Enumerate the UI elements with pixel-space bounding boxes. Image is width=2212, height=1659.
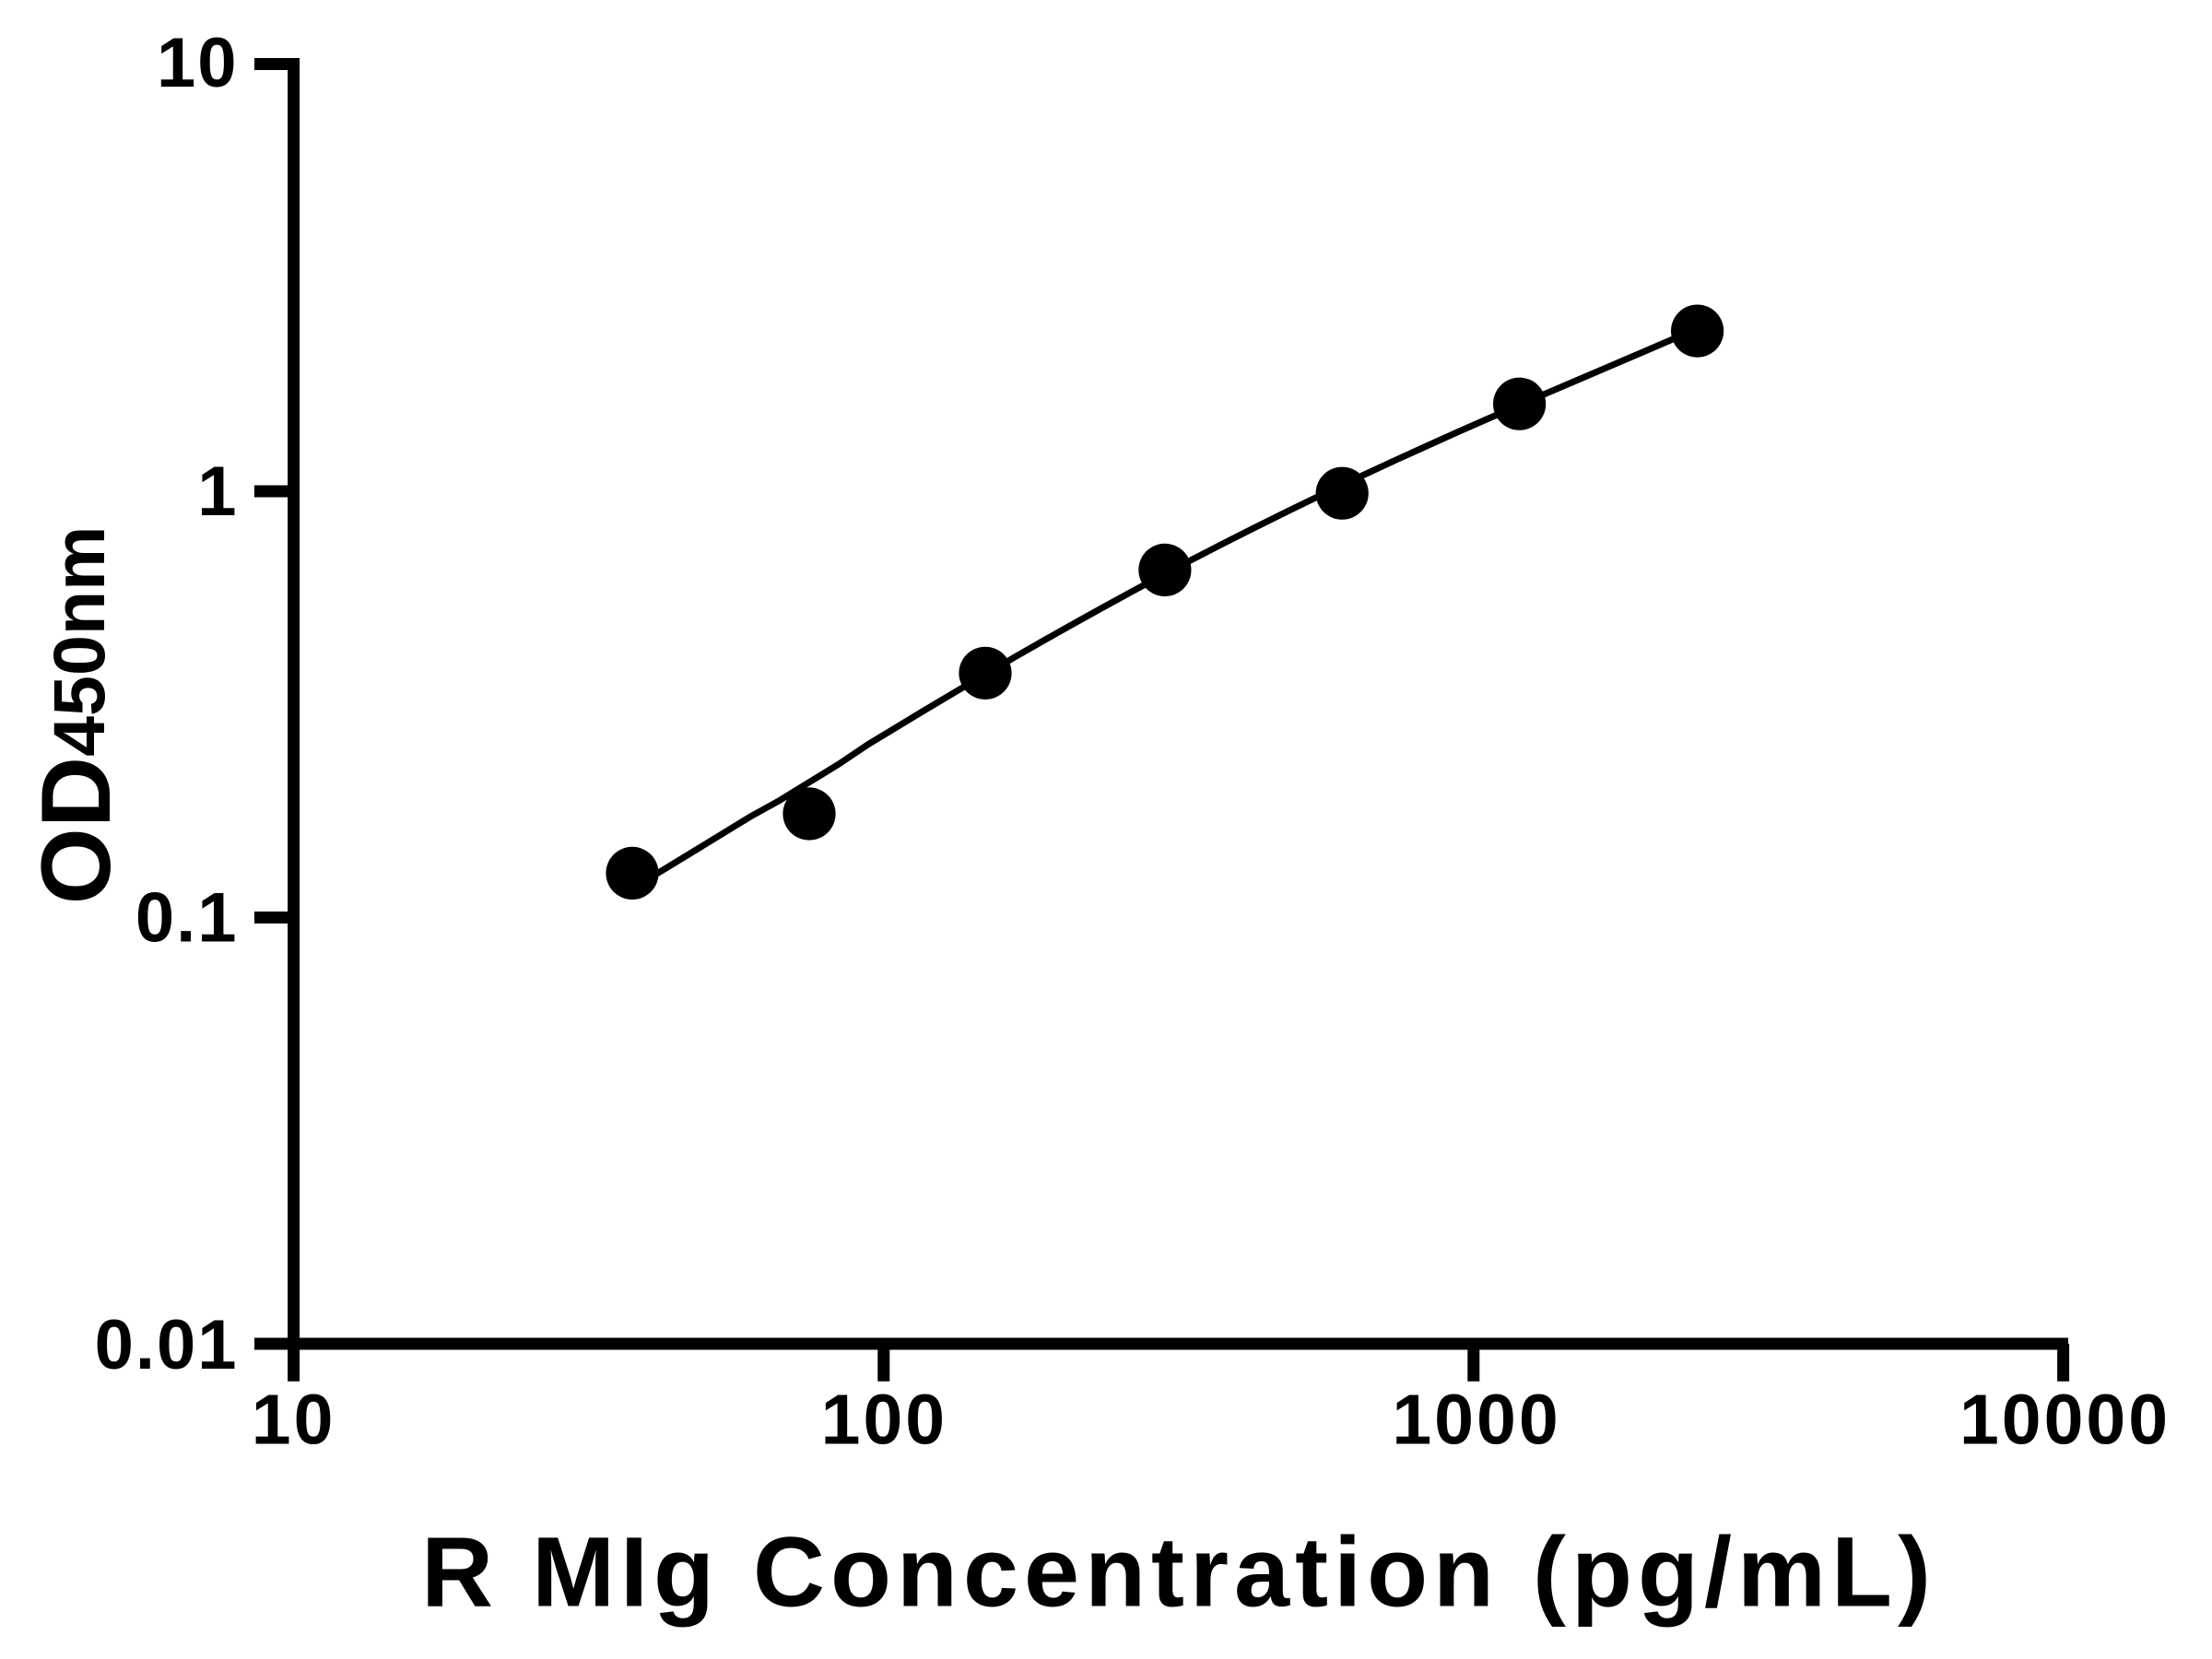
svg-text:10: 10 [252, 1381, 336, 1460]
svg-text:OD450nm: OD450nm [20, 526, 131, 905]
svg-text:1: 1 [197, 453, 238, 531]
svg-text:10: 10 [157, 24, 239, 102]
svg-text:0.1: 0.1 [135, 879, 239, 958]
svg-text:0.01: 0.01 [95, 1306, 239, 1384]
svg-text:10000: 10000 [1959, 1381, 2171, 1460]
svg-text:100: 100 [821, 1381, 947, 1460]
svg-text:1000: 1000 [1392, 1381, 1560, 1460]
svg-text:R MIg Concentration (pg/mL): R MIg Concentration (pg/mL) [421, 1515, 1936, 1627]
